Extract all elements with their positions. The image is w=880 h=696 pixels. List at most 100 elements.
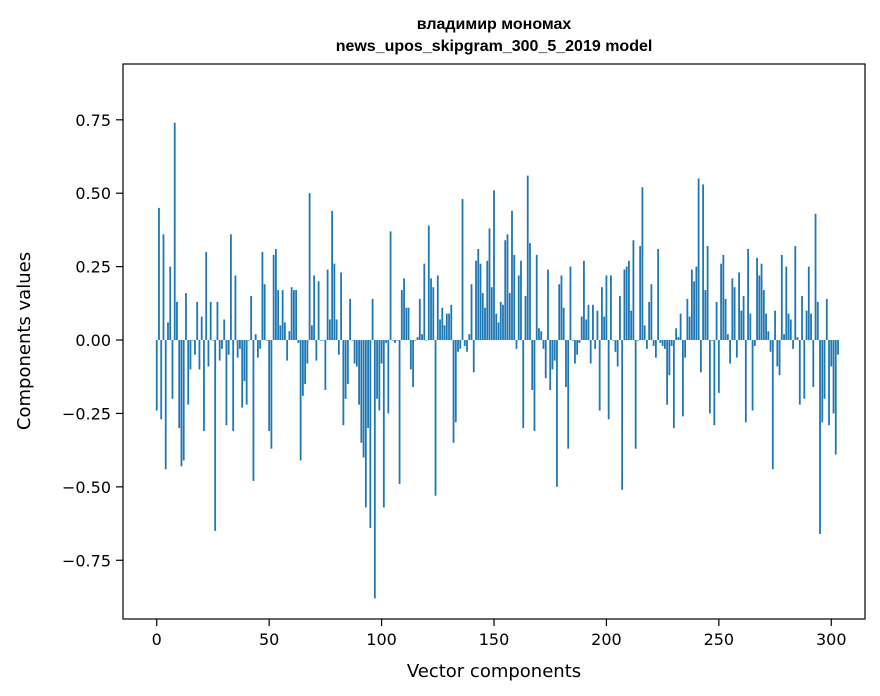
bar-191: [585, 319, 588, 341]
bar-112: [407, 307, 410, 341]
bar-170: [538, 328, 540, 341]
bar-20: [200, 316, 203, 341]
bar-59: [288, 331, 291, 341]
bar-127: [441, 307, 444, 341]
bar-197: [598, 340, 601, 411]
y-tick-label-4: 0.25: [75, 258, 111, 277]
bar-9: [176, 301, 178, 341]
bar-268: [758, 275, 761, 341]
bar-286: [798, 340, 801, 405]
bar-162: [520, 260, 522, 341]
bar-149: [490, 287, 493, 341]
bar-253: [724, 298, 727, 341]
bar-63: [297, 340, 300, 343]
bar-89: [355, 340, 358, 367]
bar-186: [574, 340, 576, 364]
bar-4: [164, 340, 167, 470]
bar-282: [789, 319, 792, 341]
bar-28: [218, 340, 221, 361]
bar-136: [461, 199, 464, 341]
bar-56: [281, 290, 284, 341]
bar-132: [452, 340, 455, 443]
bar-50: [268, 340, 271, 432]
bar-201: [607, 340, 610, 420]
bar-246: [708, 340, 711, 414]
y-tick-label-3: 0.00: [75, 331, 111, 350]
bar-168: [533, 340, 536, 432]
bars-group: [155, 122, 839, 599]
bar-275: [774, 310, 776, 341]
bar-68: [308, 193, 311, 341]
x-tick-label-150: 150: [479, 630, 510, 649]
bar-106: [394, 340, 396, 343]
bar-266: [753, 340, 756, 346]
bar-209: [625, 266, 628, 341]
bar-230: [672, 340, 675, 429]
bar-239: [693, 281, 696, 341]
bar-96: [371, 298, 374, 341]
bar-61: [292, 290, 295, 341]
y-axis-label: Components values: [14, 252, 35, 430]
bar-39: [243, 340, 246, 382]
bar-294: [816, 301, 819, 341]
bar-251: [720, 263, 722, 341]
bar-120: [425, 340, 428, 341]
bar-141: [472, 340, 475, 373]
bar-87: [351, 340, 354, 341]
bar-238: [690, 269, 693, 341]
bar-81: [337, 340, 340, 355]
bar-107: [396, 340, 399, 341]
bar-41: [248, 340, 250, 341]
bar-73: [319, 340, 322, 341]
bar-270: [762, 290, 765, 341]
bar-13: [185, 293, 187, 341]
bar-301: [832, 340, 835, 414]
bar-272: [767, 331, 770, 341]
bar-182: [565, 340, 567, 388]
y-axis: −0.75 −0.50 −0.25 0.00 0.25 0.50 0.75: [62, 111, 123, 570]
bar-80: [335, 319, 338, 341]
bar-200: [605, 275, 608, 341]
bar-42: [250, 295, 253, 341]
bar-198: [601, 287, 603, 341]
bar-225: [661, 340, 664, 346]
bar-75: [324, 340, 327, 390]
bar-147: [486, 260, 489, 341]
bar-126: [439, 319, 441, 341]
bar-119: [423, 263, 426, 341]
y-tick-label-1: −0.50: [62, 478, 111, 497]
bar-261: [742, 295, 745, 341]
bar-111: [405, 307, 408, 341]
chart-subtitle: news_upos_skipgram_300_5_2019 model: [336, 38, 653, 55]
bar-163: [522, 340, 525, 429]
bar-139: [468, 334, 471, 341]
x-axis-label: Vector components: [407, 661, 581, 682]
bar-74: [322, 340, 325, 341]
bar-67: [306, 340, 309, 364]
bar-284: [794, 246, 797, 341]
bar-217: [643, 325, 646, 341]
bar-257: [733, 287, 736, 341]
bar-35: [234, 275, 237, 341]
bar-245: [706, 246, 709, 341]
bar-38: [241, 340, 244, 408]
bar-187: [576, 340, 579, 355]
bar-129: [445, 313, 448, 341]
bar-45: [257, 340, 259, 358]
bar-29: [221, 340, 223, 349]
bar-36: [236, 340, 239, 358]
bar-108: [398, 340, 401, 484]
bar-262: [744, 340, 747, 423]
bar-177: [553, 340, 556, 361]
bar-15: [189, 340, 192, 370]
bar-220: [650, 284, 653, 341]
bar-10: [178, 340, 181, 429]
bar-83: [342, 340, 345, 426]
bar-78: [331, 210, 334, 341]
bar-125: [436, 275, 439, 341]
bar-260: [740, 310, 743, 341]
bar-21: [203, 340, 205, 432]
bar-278: [780, 254, 783, 341]
bar-254: [726, 334, 729, 341]
bar-183: [567, 340, 570, 449]
